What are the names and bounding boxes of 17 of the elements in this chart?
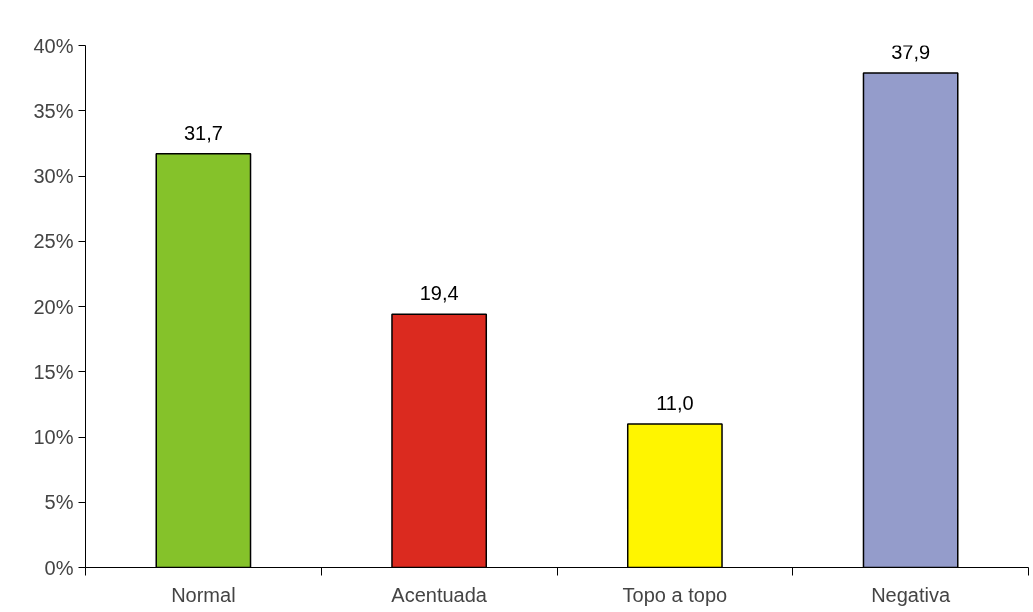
y-tick-label: 20% [33, 295, 74, 318]
y-tick-label: 0% [44, 556, 74, 579]
x-tick-label: Negativa [871, 583, 951, 606]
y-tick-label: 25% [33, 230, 74, 253]
y-tick-label: 15% [33, 360, 74, 383]
y-tick-label: 35% [33, 99, 74, 122]
x-tick-label: Acentuada [391, 583, 488, 606]
y-tick-label: 40% [33, 34, 74, 57]
data-label: 37,9 [891, 40, 931, 63]
y-tick-label: 10% [33, 426, 74, 448]
y-tick-label: 5% [44, 491, 74, 514]
x-tick-label: Normal [171, 583, 236, 606]
data-label: 11,0 [656, 391, 694, 414]
y-tick-label: 30% [33, 165, 74, 187]
data-label: 19,4 [419, 282, 459, 305]
x-tick-label: Topo a topo [622, 583, 728, 606]
data-label: 31,7 [183, 121, 223, 144]
